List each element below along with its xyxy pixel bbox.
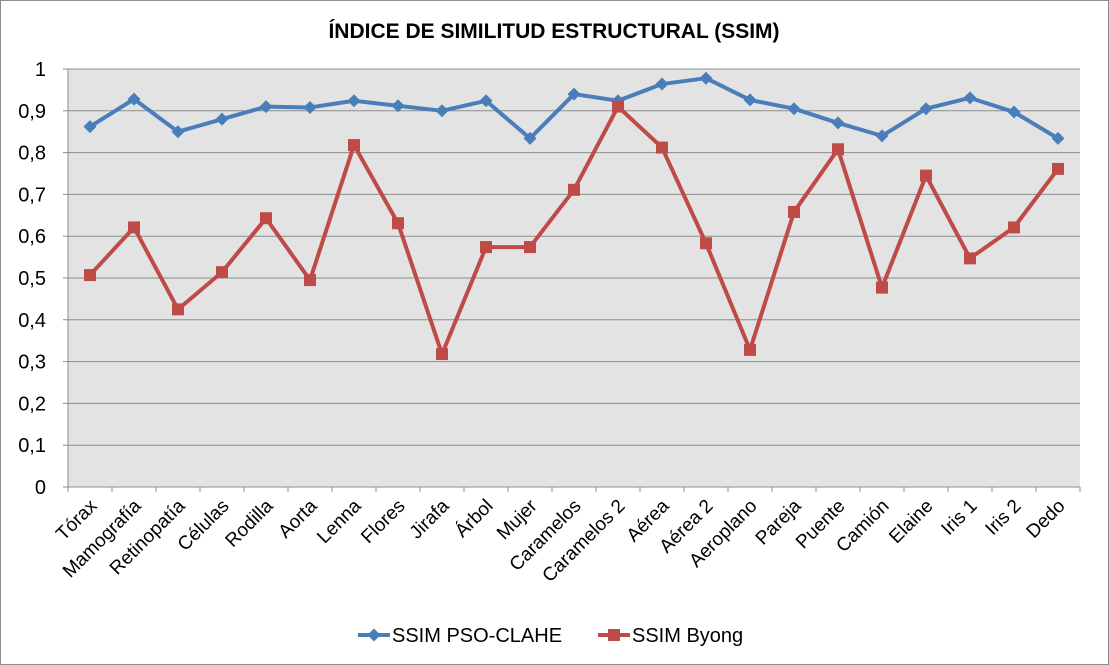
data-point — [1007, 105, 1021, 119]
legend-item: SSIM PSO-CLAHE — [358, 625, 562, 647]
x-axis-ticks: TóraxMamografíaRetinopatíaCélulasRodilla… — [52, 495, 1069, 586]
x-tick-label: Jirafa — [406, 495, 454, 543]
data-point — [831, 116, 845, 130]
y-tick-label: 0,5 — [18, 268, 46, 290]
x-tick-label: Árbol — [451, 496, 497, 542]
data-point — [216, 266, 228, 279]
data-point — [127, 92, 141, 106]
x-tick-label: Lenna — [313, 495, 366, 548]
data-point — [215, 112, 229, 126]
data-point — [83, 120, 97, 134]
y-tick-label: 0,4 — [18, 310, 46, 332]
y-tick-label: 0,6 — [18, 226, 46, 248]
x-tick-label: Dedo — [1023, 496, 1070, 543]
data-point — [1052, 162, 1064, 175]
y-tick-label: 0,2 — [18, 393, 46, 415]
data-point — [788, 205, 800, 218]
y-axis-ticks: 0 0,1 0,2 0,3 0,4 0,5 0,6 0,7 0,8 0,9 1 — [18, 59, 46, 499]
data-point — [391, 99, 405, 113]
x-tick-label: Elaine — [885, 496, 937, 548]
legend-marker — [608, 629, 620, 641]
data-point — [656, 141, 668, 154]
data-point — [435, 104, 449, 118]
data-point — [128, 221, 140, 234]
legend-item: SSIM Byong — [598, 625, 743, 647]
series-1 — [83, 71, 1065, 145]
data-point — [260, 212, 272, 225]
y-tick-label: 0,8 — [18, 143, 46, 165]
data-point — [875, 129, 889, 143]
y-tick-label: 1 — [35, 59, 46, 81]
y-tick-label: 0,3 — [18, 352, 46, 374]
data-point — [568, 183, 580, 196]
data-point — [303, 100, 317, 114]
data-point — [392, 217, 404, 230]
data-point — [567, 87, 581, 101]
legend-marker — [367, 628, 381, 642]
data-point — [920, 169, 932, 182]
series-layer — [83, 71, 1065, 361]
data-point — [876, 281, 888, 294]
data-point — [523, 131, 537, 145]
legend-label: SSIM Byong — [632, 625, 743, 647]
data-point — [744, 343, 756, 356]
x-tick-label: Rodilla — [222, 495, 278, 551]
data-point — [787, 102, 801, 116]
data-point — [84, 269, 96, 282]
legend-label: SSIM PSO-CLAHE — [392, 625, 562, 647]
data-point — [171, 125, 185, 139]
data-point — [304, 274, 316, 287]
data-point — [480, 241, 492, 254]
data-point — [963, 91, 977, 105]
y-tick-label: 0 — [35, 477, 46, 499]
data-point — [1008, 221, 1020, 234]
data-point — [919, 102, 933, 116]
data-point — [700, 237, 712, 250]
x-tick-label: Iris 1 — [938, 496, 982, 540]
x-tick-label: Flores — [357, 496, 409, 548]
data-point — [743, 93, 757, 107]
y-tick-label: 0,7 — [18, 184, 46, 206]
y-tick-label: 0,1 — [18, 435, 46, 457]
data-point — [259, 100, 273, 114]
data-point — [524, 241, 536, 254]
series-2 — [84, 100, 1064, 361]
data-point — [347, 94, 361, 108]
legend: SSIM PSO-CLAHE SSIM Byong — [358, 625, 743, 647]
data-point — [1051, 131, 1065, 145]
data-point — [479, 94, 493, 108]
data-point — [612, 100, 624, 113]
data-point — [172, 303, 184, 316]
data-point — [436, 348, 448, 361]
y-tick-label: 0,9 — [18, 101, 46, 123]
data-point — [655, 77, 669, 91]
x-tick-label: Iris 2 — [982, 496, 1026, 540]
data-point — [348, 139, 360, 152]
data-point — [964, 252, 976, 265]
gridlines — [63, 68, 1081, 492]
chart-title: ÍNDICE DE SIMILITUD ESTRUCTURAL (SSIM) — [328, 20, 779, 43]
data-point — [699, 71, 713, 85]
data-point — [832, 143, 844, 156]
